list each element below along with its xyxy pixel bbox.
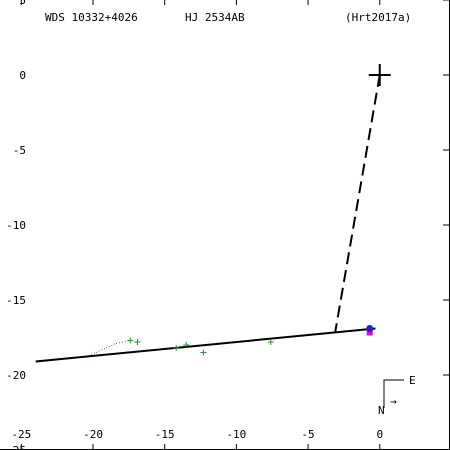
y-tick-label: -25 [6, 444, 26, 450]
compass-north-label: N [378, 404, 385, 417]
observation-point [267, 339, 274, 345]
residual-dotted-line [95, 347, 107, 353]
reference-label: (Hrt2017a) [345, 11, 411, 24]
wds-label: WDS 10332+4026 [45, 11, 138, 24]
x-tick-label: 0 [376, 428, 383, 441]
compass-arrow-icon: → [390, 395, 397, 408]
orbit-solid-line [35, 327, 376, 363]
y-tick-label: -20 [6, 369, 26, 382]
x-tick-label: -25 [11, 428, 31, 441]
compass-indicator: E N → [378, 374, 416, 417]
y-tick-label: 5 [19, 0, 26, 7]
y-tick-label: 0 [19, 69, 26, 82]
residual-dotted-line [85, 352, 97, 358]
observation-point [173, 345, 180, 351]
primary-star-marker [368, 64, 391, 86]
x-tick-label: -15 [155, 428, 175, 441]
pair-label: HJ 2534AB [185, 11, 245, 24]
predicted-position-marker [366, 329, 373, 336]
axis-ticks: -25 -20 -15 -10 -5 0 5 0 -5 -10 -15 -20 -25 [6, 0, 449, 450]
node-dashed-line [334, 74, 381, 332]
data-marks [127, 64, 391, 356]
y-tick-label: -5 [13, 144, 26, 157]
observation-point [200, 349, 207, 356]
x-tick-label: -20 [83, 428, 103, 441]
compass-axes [383, 379, 404, 408]
y-tick-label: -10 [6, 219, 26, 232]
x-tick-label: -5 [301, 428, 314, 441]
y-tick-label: -15 [6, 294, 26, 307]
x-tick-label: -10 [226, 428, 246, 441]
current-position-marker [366, 325, 374, 332]
observation-point [127, 337, 134, 344]
observation-point [134, 339, 141, 345]
compass-east-label: E [409, 374, 416, 387]
residual-dotted-line [105, 343, 117, 349]
observation-point [183, 342, 190, 348]
